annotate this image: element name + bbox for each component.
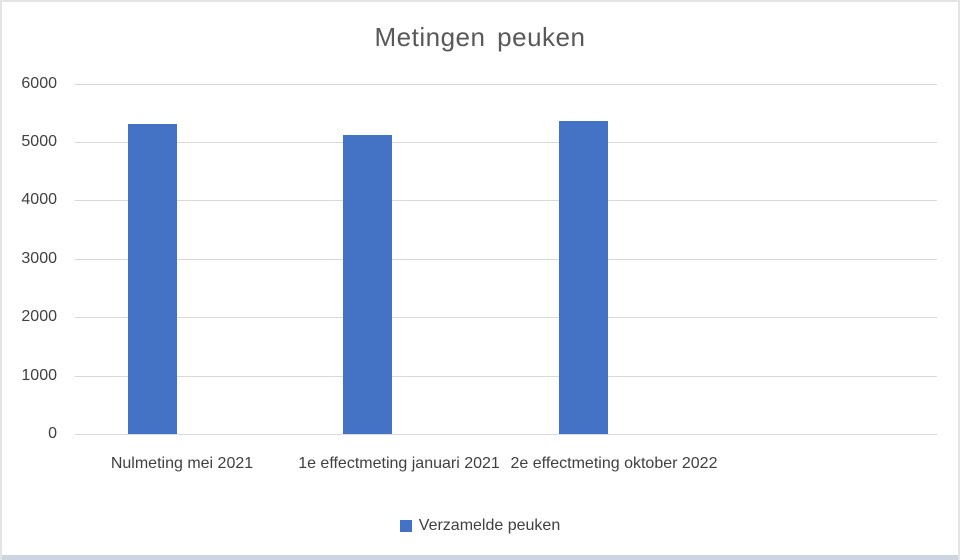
x-axis-label: 1e effectmeting januari 2021 [298, 455, 500, 472]
bar-3 [558, 120, 608, 434]
gridline [75, 141, 937, 143]
y-tick-label: 3000 [21, 249, 57, 267]
x-axis-label: 2e effectmeting oktober 2022 [510, 455, 718, 472]
gridline [75, 434, 937, 435]
gridline [75, 200, 937, 202]
gridline [75, 317, 937, 319]
chart-title: Metingen peuken [374, 22, 586, 52]
y-tick-label: 0 [48, 425, 57, 442]
y-tick-label: 2000 [21, 308, 57, 326]
x-axis-label: Nulmeting mei 2021 [110, 455, 254, 472]
legend-marker-square-icon [399, 520, 412, 532]
gridline [75, 258, 937, 260]
y-tick-label: 1000 [21, 366, 57, 384]
gridline [75, 375, 937, 377]
legend: Verzamelde peuken [2, 517, 958, 535]
legend-label: Verzamelde peuken [418, 517, 561, 534]
bottom-border [2, 555, 958, 560]
y-tick-label: 6000 [21, 74, 57, 92]
y-tick-label: 4000 [21, 191, 57, 209]
bar-2 [343, 134, 392, 434]
bar-1 [127, 124, 177, 434]
y-tick-label: 5000 [21, 132, 57, 150]
gridline [75, 83, 937, 85]
